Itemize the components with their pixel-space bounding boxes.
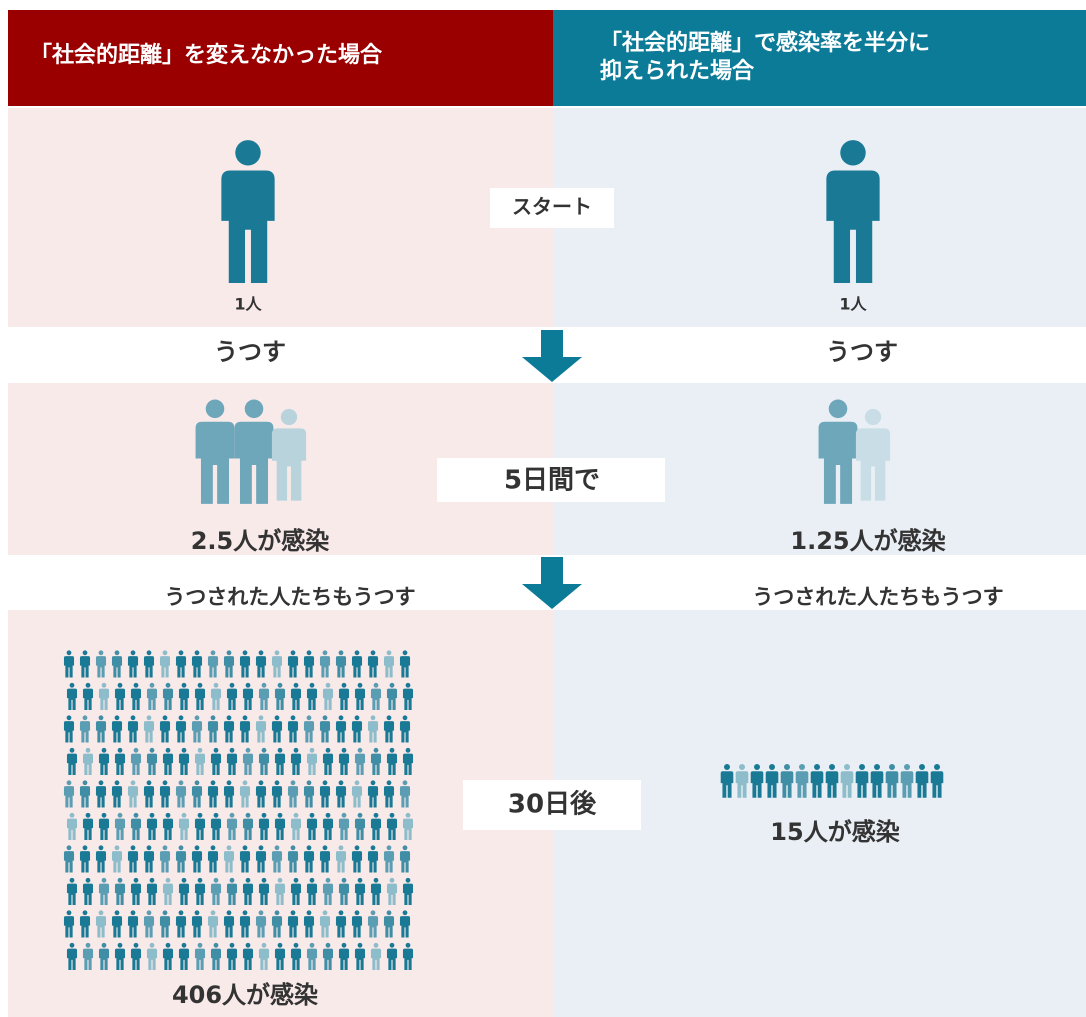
transmit-label: うつされた人たちもうつす xyxy=(164,585,415,609)
count-label: 1人 xyxy=(839,295,867,314)
stage-label: スタート xyxy=(512,195,592,219)
infographic: 「社会的距離」を変えなかった場合 「社会的距離」で感染率を半分に 抑えられた場合… xyxy=(0,0,1086,1017)
infected-label: 2.5人が感染 xyxy=(191,527,330,555)
header-right-line: 「社会的距離」で感染率を半分に xyxy=(600,30,930,56)
panel-left xyxy=(8,108,553,327)
stage-label: 5日間で xyxy=(504,466,600,496)
stage-label: 30日後 xyxy=(508,789,597,820)
transmit-label: うつす xyxy=(826,338,898,366)
transmit-label: うつす xyxy=(214,338,286,366)
infected-label: 1.25人が感染 xyxy=(790,527,945,555)
panel-right xyxy=(553,108,1086,327)
header-right-bg xyxy=(553,10,1086,106)
arrow xyxy=(522,330,582,382)
page: 「社会的距離」を変えなかった場合 「社会的距離」で感染率を半分に 抑えられた場合… xyxy=(0,0,1086,1017)
infected-label: 15人が感染 xyxy=(770,818,899,846)
count-label: 1人 xyxy=(234,295,262,314)
infected-label: 406人が感染 xyxy=(172,981,318,1009)
transmit-label: うつされた人たちもうつす xyxy=(752,585,1003,609)
header-left: 「社会的距離」を変えなかった場合 xyxy=(30,42,383,68)
arrow xyxy=(522,557,582,609)
header-right-line: 抑えられた場合 xyxy=(600,58,755,84)
